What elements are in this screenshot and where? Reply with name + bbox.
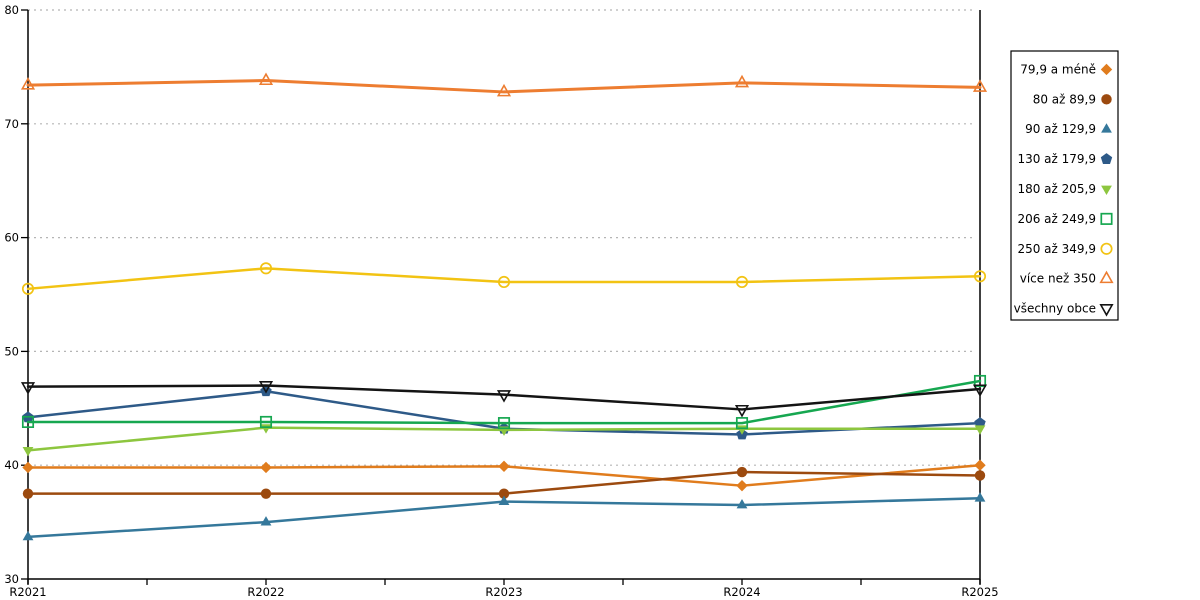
circle-icon	[736, 466, 748, 478]
legend-label: 80 až 89,9	[1033, 92, 1096, 106]
square-icon	[259, 415, 273, 429]
diamond-icon	[260, 461, 272, 474]
y-axis-tick-label: 80	[4, 3, 19, 17]
legend-item-80-a-89-9: 80 až 89,9	[1033, 92, 1112, 106]
circle-icon	[22, 488, 34, 499]
circle-icon-legend	[1101, 94, 1112, 105]
legend-label: více než 350	[1020, 272, 1096, 286]
x-axis-tick-label: R2023	[485, 585, 522, 599]
triangle-down-icon	[22, 447, 34, 457]
legend-label: 250 až 349,9	[1017, 242, 1096, 256]
triangle-up-icon	[974, 492, 986, 502]
axes: 30 40 50 60 70 80 R2021 R2022 R2023 R2024 R2025	[4, 3, 998, 599]
triangle-up-icon	[734, 74, 750, 88]
series-80-a-89-9	[22, 466, 986, 499]
circle-icon	[974, 470, 986, 481]
circle-icon	[497, 275, 511, 289]
circle-icon	[973, 270, 987, 283]
circle-icon	[259, 262, 273, 275]
y-axis-tick-label: 50	[4, 344, 19, 358]
legend-item-79-9-a-m-n: 79,9 a méně	[1020, 62, 1113, 76]
legend-label: všechny obce	[1014, 302, 1096, 316]
x-axis-tick-label: R2021	[9, 585, 46, 599]
triangle-down-icon-legend	[1101, 185, 1112, 195]
triangle-down-icon-legend	[1099, 304, 1114, 317]
legend: 79,9 a méně 80 až 89,9 90 až 129,9 130 až 1…	[1010, 50, 1119, 321]
y-axis-tick-label: 70	[4, 117, 19, 131]
triangle-up-icon	[972, 79, 988, 92]
y-axis-tick-label: 30	[4, 572, 19, 586]
y-axis-tick-label: 40	[4, 458, 19, 472]
diamond-icon	[498, 460, 510, 473]
legend-item-250-a-349-9: 250 až 349,9	[1017, 242, 1113, 256]
circle-icon	[735, 275, 749, 289]
legend-item-v-ce-ne-350: více než 350	[1020, 270, 1114, 286]
pentagon-icon	[974, 417, 986, 428]
diamond-icon-legend	[1100, 63, 1113, 76]
triangle-up-icon-legend	[1101, 123, 1112, 133]
series-line-250-a-349-9	[26, 267, 982, 291]
series-line-206-a-249-9	[26, 379, 982, 425]
triangle-up-icon	[258, 72, 274, 86]
triangle-down-icon	[974, 425, 986, 435]
series-v-ce-ne-350	[20, 72, 988, 97]
triangle-down-icon	[496, 390, 512, 403]
series-v-echny-obce	[20, 381, 988, 418]
triangle-up-icon	[498, 495, 510, 506]
series-line-v-echny-obce	[26, 384, 982, 411]
pentagon-icon-legend	[1100, 153, 1113, 164]
square-icon	[735, 417, 749, 430]
diamond-icon	[22, 461, 34, 474]
series-90-a-129-9	[22, 492, 986, 541]
circle-icon-legend	[1100, 242, 1113, 255]
triangle-down-icon	[20, 382, 36, 395]
diamond-icon	[736, 479, 748, 492]
circle-icon	[498, 488, 510, 499]
triangle-up-icon	[496, 83, 512, 97]
legend-item-130-a-179-9: 130 až 179,9	[1017, 152, 1113, 166]
circle-icon	[260, 488, 272, 499]
y-axis-tick-label: 60	[4, 231, 19, 245]
series-79-9-a-m-n	[22, 459, 986, 492]
circle-icon	[21, 282, 35, 295]
legend-item-90-a-129-9: 90 až 129,9	[1025, 122, 1112, 136]
triangle-up-icon	[22, 530, 34, 541]
diamond-icon	[974, 459, 986, 471]
legend-label: 90 až 129,9	[1025, 122, 1096, 136]
series-line-v-ce-ne-350	[26, 79, 982, 94]
legend-label: 180 až 205,9	[1017, 182, 1096, 196]
triangle-down-icon	[258, 381, 274, 394]
legend-item-180-a-205-9: 180 až 205,9	[1017, 182, 1112, 196]
series-206-a-249-9	[21, 374, 987, 430]
x-axis-tick-label: R2025	[961, 585, 998, 599]
x-axis-tick-label: R2022	[247, 585, 284, 599]
square-icon-legend	[1100, 212, 1113, 225]
triangle-up-icon-legend	[1099, 270, 1114, 284]
legend-item-206-a-249-9: 206 až 249,9	[1017, 212, 1113, 226]
legend-label: 206 až 249,9	[1017, 212, 1096, 226]
triangle-up-icon	[736, 499, 748, 509]
square-icon	[21, 415, 35, 429]
legend-item-v-echny-obce: všechny obce	[1014, 302, 1114, 317]
triangle-up-icon	[260, 516, 272, 526]
square-icon	[973, 374, 987, 388]
legend-box	[1010, 50, 1119, 321]
triangle-up-icon	[20, 77, 36, 90]
square-icon	[497, 417, 511, 430]
triangle-down-icon	[734, 404, 750, 418]
triangle-down-icon	[972, 384, 988, 397]
legend-label: 79,9 a méně	[1020, 62, 1096, 76]
series-250-a-349-9	[21, 262, 987, 295]
legend-label: 130 až 179,9	[1017, 152, 1096, 166]
x-axis-tick-label: R2024	[723, 585, 760, 599]
